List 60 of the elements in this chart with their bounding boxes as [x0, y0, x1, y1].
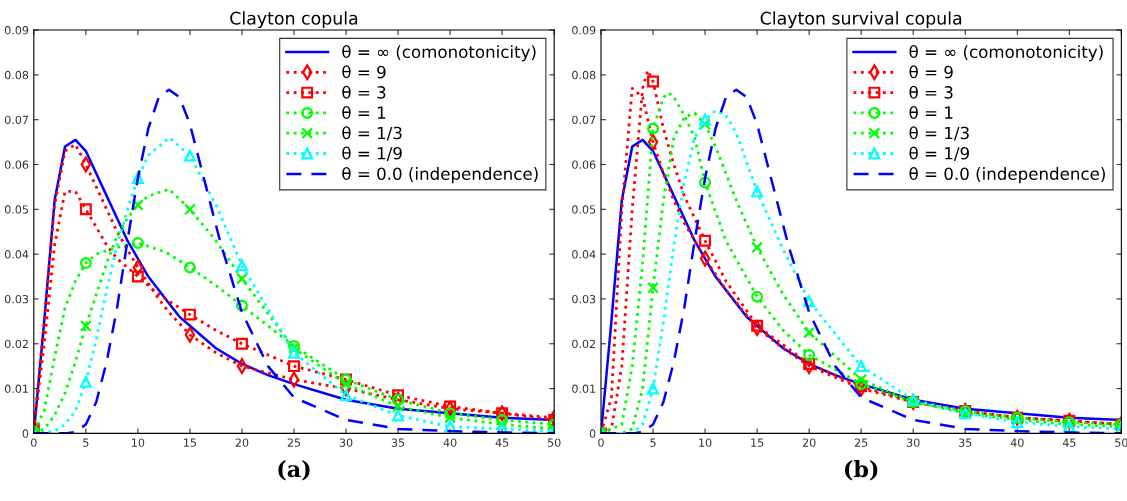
- y-tick-label: 0.04: [572, 250, 596, 259]
- y-tick-label: 0.07: [572, 115, 596, 125]
- x-tick-label: 40: [443, 438, 457, 447]
- chart-title: Clayton survival copula: [760, 11, 962, 29]
- legend-label: θ = 1/9: [342, 146, 402, 161]
- x-tick-label: 0: [598, 438, 604, 447]
- y-tick-label: 0: [22, 429, 29, 438]
- y-tick-label: 0.08: [572, 70, 596, 80]
- y-tick-label: 0.03: [572, 294, 596, 304]
- y-tick-label: 0.02: [4, 339, 28, 349]
- chart-title: Clayton copula: [230, 11, 358, 29]
- x-tick-label: 10: [132, 438, 145, 447]
- legend-label: θ = 0.0 (independence): [909, 166, 1105, 184]
- x-tick-label: 10: [699, 438, 712, 447]
- x-tick-label: 35: [391, 438, 405, 447]
- x-tick-label: 5: [83, 438, 89, 447]
- legend-label: θ = 1/3: [342, 126, 402, 141]
- y-tick-label: 0.07: [4, 115, 28, 125]
- y-tick-label: 0.08: [4, 70, 29, 80]
- y-tick-label: 0.09: [4, 26, 29, 35]
- x-tick-label: 50: [1115, 438, 1127, 447]
- x-tick-label: 30: [339, 438, 353, 447]
- y-tick-label: 0.04: [4, 250, 29, 259]
- legend-label: θ = 1/9: [909, 146, 969, 161]
- y-tick-label: 0.01: [572, 384, 596, 393]
- y-tick-label: 0: [589, 429, 596, 438]
- legend-label: θ = 0.0 (independence): [342, 166, 538, 184]
- legend-label: θ = 1: [909, 105, 953, 119]
- y-tick-label: 0.05: [572, 205, 596, 214]
- x-tick-label: 45: [495, 438, 509, 447]
- x-tick-label: 50: [547, 438, 561, 447]
- x-tick-label: 40: [1010, 438, 1024, 447]
- x-tick-label: 20: [802, 438, 816, 447]
- x-tick-label: 0: [31, 438, 37, 447]
- y-tick-label: 0.09: [572, 26, 596, 35]
- x-tick-label: 30: [907, 438, 920, 447]
- y-tick-label: 0.05: [4, 205, 28, 214]
- x-axis-title: (b): [845, 460, 878, 481]
- legend-label: θ = 9: [342, 65, 386, 79]
- legend-label: θ = ∞ (comonotonicity): [909, 45, 1103, 62]
- x-tick-label: 45: [1062, 438, 1076, 447]
- y-tick-label: 0.06: [572, 160, 596, 169]
- legend-label: θ = 1: [342, 105, 386, 119]
- y-tick-label: 0.01: [4, 384, 28, 393]
- x-tick-label: 35: [959, 438, 972, 447]
- y-tick-label: 0.03: [4, 294, 29, 304]
- x-tick-label: 20: [235, 438, 249, 447]
- legend-label: θ = 9: [909, 65, 953, 79]
- legend-label: θ = 3: [342, 85, 386, 99]
- legend-label: θ = 1/3: [909, 126, 969, 141]
- y-tick-label: 0.06: [4, 160, 29, 169]
- x-axis-title: (a): [278, 460, 310, 481]
- y-tick-label: 0.02: [572, 339, 596, 349]
- x-tick-label: 15: [751, 438, 764, 447]
- x-tick-label: 25: [854, 438, 868, 447]
- x-tick-label: 5: [650, 438, 656, 447]
- legend-label: θ = 3: [909, 85, 953, 99]
- legend-label: θ = ∞ (comonotonicity): [342, 45, 536, 62]
- x-tick-label: 25: [287, 438, 301, 447]
- x-tick-label: 15: [184, 438, 197, 447]
